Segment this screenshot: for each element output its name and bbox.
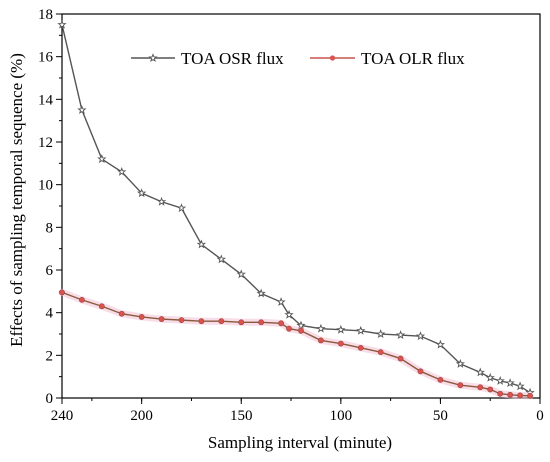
data-point: [517, 392, 523, 399]
data-point: [316, 323, 326, 333]
data-point: [158, 316, 165, 322]
data-point: [375, 329, 386, 338]
data-point: [457, 382, 464, 389]
x-tick-label: 50: [433, 408, 448, 424]
x-axis-ticks: 240 200 150 100 50 0: [51, 398, 544, 424]
data-point: [198, 318, 205, 325]
legend: TOA OSR flux TOA OLR flux: [131, 49, 465, 68]
series-osr: [57, 19, 535, 397]
data-point: [475, 367, 485, 377]
x-tick-label: 200: [130, 408, 153, 424]
y-tick-label: 0: [46, 391, 54, 407]
data-point: [218, 318, 225, 325]
x-tick-label: 240: [51, 408, 74, 424]
legend-label: TOA OLR flux: [361, 49, 465, 68]
data-point: [176, 203, 187, 213]
y-tick-label: 16: [38, 50, 54, 66]
data-point: [477, 384, 484, 391]
legend-marker: [148, 53, 158, 62]
series-line: [61, 24, 531, 394]
data-point: [117, 166, 127, 176]
data-point: [256, 288, 266, 298]
data-point: [505, 378, 515, 388]
data-point: [356, 325, 366, 335]
data-point: [515, 381, 525, 391]
y-tick-label: 12: [38, 135, 53, 151]
data-point: [437, 376, 444, 383]
data-point: [97, 154, 107, 164]
y-tick-label: 8: [46, 220, 54, 236]
data-point: [497, 390, 504, 397]
data-point: [435, 339, 446, 349]
series-halo: [58, 288, 534, 400]
data-point: [79, 296, 85, 303]
data-point: [455, 358, 465, 368]
data-point: [138, 314, 145, 320]
data-point: [156, 196, 167, 206]
data-point: [397, 355, 404, 362]
data-point: [178, 317, 185, 324]
data-point: [57, 19, 67, 29]
data-point: [286, 325, 292, 332]
data-point: [318, 337, 324, 344]
data-point: [77, 105, 87, 114]
data-point: [395, 330, 406, 340]
legend-marker: [329, 55, 336, 61]
series-layer: [57, 19, 535, 400]
data-point: [258, 319, 265, 326]
x-tick-label: 150: [230, 408, 253, 424]
data-point: [284, 309, 294, 319]
data-point: [357, 344, 364, 351]
data-point: [337, 340, 344, 347]
data-point: [417, 368, 424, 375]
data-point: [487, 386, 494, 393]
data-point: [485, 372, 495, 382]
x-axis-label: Sampling interval (minute): [208, 433, 392, 452]
y-tick-label: 2: [46, 348, 54, 364]
y-tick-label: 14: [38, 92, 54, 108]
data-point: [278, 320, 284, 327]
legend-item: TOA OLR flux: [310, 49, 465, 68]
data-point: [507, 391, 514, 398]
data-point: [216, 254, 226, 264]
data-point: [236, 269, 246, 279]
series-olr: [58, 288, 534, 400]
y-tick-label: 18: [38, 7, 53, 23]
data-point: [415, 331, 426, 341]
y-tick-label: 10: [38, 178, 53, 194]
y-axis-ticks: 0 2 4 6 8 10 12 14 16 18: [38, 7, 62, 407]
data-point: [377, 349, 384, 356]
legend-label: TOA OSR flux: [181, 49, 284, 68]
legend-item: TOA OSR flux: [131, 49, 284, 68]
data-point: [336, 324, 346, 334]
plot-border: [61, 13, 541, 399]
y-tick-label: 4: [46, 306, 54, 322]
data-point: [98, 303, 105, 310]
plot-area: [61, 13, 541, 399]
data-point: [276, 297, 286, 306]
data-point: [59, 289, 65, 296]
y-tick-label: 6: [46, 263, 54, 279]
data-point: [495, 376, 505, 385]
data-point: [296, 320, 306, 330]
data-point: [298, 327, 304, 334]
data-point: [118, 310, 125, 317]
x-tick-label: 100: [330, 408, 353, 424]
y-axis-label: Effects of sampling temporal sequence (%…: [7, 53, 26, 347]
data-point: [238, 319, 245, 326]
series-line: [61, 291, 531, 397]
x-tick-label: 0: [536, 408, 544, 424]
data-point: [196, 239, 207, 249]
data-point: [527, 392, 533, 399]
data-point: [136, 188, 147, 198]
